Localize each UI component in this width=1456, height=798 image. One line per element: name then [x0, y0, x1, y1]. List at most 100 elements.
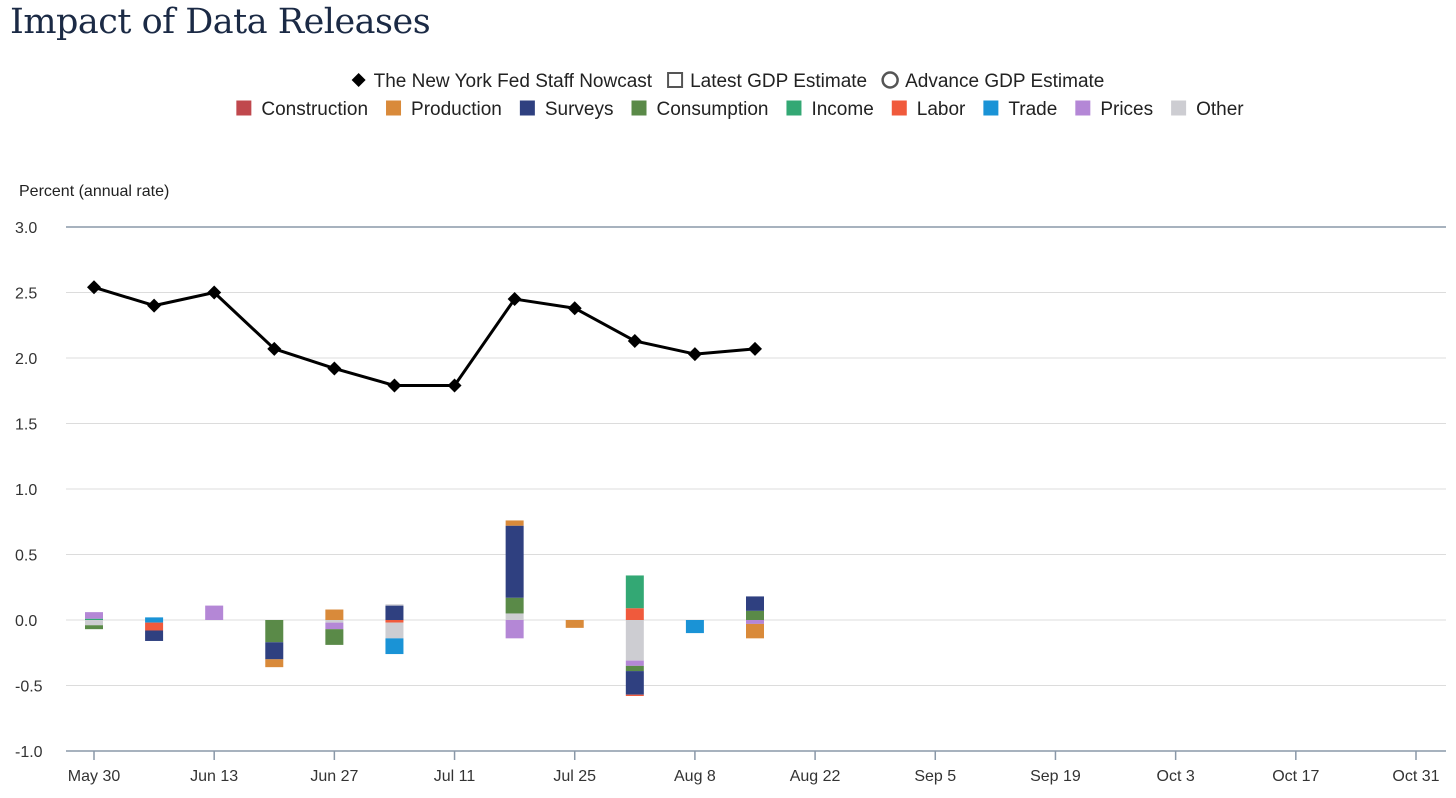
nowcast-point — [447, 378, 462, 393]
x-axis: May 30 Jun 13 Jun 27 Jul 11 Jul 25 Aug 8 Aug 2… — [68, 751, 1440, 785]
x-tick-label: Jul 11 — [434, 768, 476, 785]
bar-segment-consumption — [505, 597, 524, 614]
legend-label-consumption: Consumption — [657, 99, 769, 120]
x-tick-label: Jun 27 — [310, 768, 358, 785]
bar-segment-labor — [625, 608, 644, 620]
bar-segment-trade — [685, 620, 704, 634]
bar-segment-production — [325, 609, 344, 620]
nowcast-point — [207, 285, 222, 300]
bar-segment-other — [505, 613, 524, 620]
y-axis-label: Percent (annual rate) — [19, 183, 169, 200]
y-tick-label: 1.5 — [15, 417, 37, 434]
y-tick-label: -0.5 — [15, 679, 43, 696]
bar-segment-surveys — [145, 630, 164, 641]
nowcast-point — [147, 298, 162, 313]
bar-segment-consumption — [325, 629, 344, 645]
bar-segment-prices — [325, 622, 344, 630]
bar-segment-other — [385, 604, 404, 606]
bar-segment-production — [505, 520, 524, 526]
bar-segment-trade — [385, 638, 404, 655]
nowcast-point — [87, 280, 101, 295]
legend-circle-icon — [881, 71, 899, 89]
legend-label-labor: Labor — [917, 99, 966, 120]
bar-segment-trade — [145, 617, 164, 620]
x-tick-label: May 30 — [68, 768, 121, 785]
bar-segment-production — [746, 623, 764, 639]
legend-swatch-trade — [983, 100, 999, 116]
bar-segment-prices — [85, 612, 103, 619]
nowcast-line — [93, 285, 756, 388]
legend-label-other: Other — [1196, 99, 1244, 120]
bar-segment-production — [265, 659, 284, 668]
nowcast-point — [567, 301, 582, 316]
bar-segment-income — [85, 618, 103, 620]
bar-segment-prices — [505, 620, 524, 639]
legend-label-square-open: Latest GDP Estimate — [690, 71, 867, 92]
nowcast-point — [687, 347, 702, 362]
gridlines — [66, 226, 1446, 752]
bar-segment-prices — [625, 660, 644, 666]
legend: The New York Fed Staff Nowcast Latest GDP… — [236, 71, 1244, 120]
bar-segment-surveys — [746, 596, 764, 611]
x-tick-label: Sep 19 — [1030, 768, 1081, 785]
y-tick-label: -1.0 — [15, 744, 43, 761]
y-axis-ticks: 3.0 2.5 2.0 1.5 1.0 0.5 0.0 -0.5 -1.0 — [15, 220, 43, 761]
bar-segment-surveys — [625, 671, 644, 695]
x-tick-label: Jul 25 — [553, 768, 596, 785]
legend-label-income: Income — [811, 99, 873, 120]
bar-segment-prices — [205, 605, 224, 620]
nowcast-point — [387, 378, 402, 393]
y-tick-label: 2.0 — [15, 351, 37, 368]
legend-swatch-consumption — [631, 100, 647, 116]
nowcast-point — [748, 341, 762, 356]
legend-label-production: Production — [411, 99, 502, 120]
nowcast-point — [507, 292, 522, 307]
y-tick-label: 0.5 — [15, 548, 37, 565]
legend-label-circle-open: Advance GDP Estimate — [905, 71, 1104, 92]
bar-segment-labor — [385, 620, 404, 623]
legend-label-construction: Construction — [261, 99, 368, 120]
legend-swatch-production — [386, 100, 402, 116]
x-tick-label: Sep 5 — [914, 768, 956, 785]
x-tick-label: Oct 17 — [1272, 768, 1319, 785]
y-tick-label: 3.0 — [15, 220, 37, 237]
legend-label-diamond: The New York Fed Staff Nowcast — [374, 71, 653, 92]
y-tick-label: 2.5 — [15, 286, 37, 303]
y-tick-label: 0.0 — [15, 613, 37, 630]
bar-segment-labor — [625, 694, 644, 696]
bar-segment-consumption — [265, 620, 284, 643]
bar-segment-surveys — [505, 525, 524, 598]
bar-segment-other — [625, 620, 644, 661]
x-tick-label: Oct 3 — [1157, 768, 1195, 785]
bar-segment-income — [625, 575, 644, 609]
legend-label-surveys: Surveys — [545, 99, 614, 120]
legend-swatch-prices — [1075, 100, 1091, 116]
x-tick-label: Jun 13 — [190, 768, 238, 785]
legend-swatch-labor — [891, 100, 907, 116]
bar-segment-surveys — [265, 642, 284, 660]
nowcast-point — [627, 333, 642, 348]
x-tick-label: Oct 31 — [1392, 768, 1439, 785]
bar-segment-labor — [145, 622, 164, 631]
legend-swatch-other — [1171, 100, 1187, 116]
legend-label-prices: Prices — [1100, 99, 1153, 120]
chart-title: Impact of Data Releases — [10, 2, 431, 42]
legend-swatch-surveys — [519, 100, 535, 116]
bar-series — [85, 520, 764, 696]
bar-segment-prices — [746, 620, 764, 624]
x-tick-label: Aug 8 — [674, 768, 716, 785]
bar-segment-other — [325, 620, 344, 623]
nowcast-point — [267, 341, 282, 356]
bar-segment-other — [385, 622, 404, 639]
bar-segment-consumption — [85, 625, 103, 630]
bar-segment-consumption — [625, 665, 644, 672]
bar-segment-other — [85, 620, 103, 626]
legend-label-trade: Trade — [1008, 99, 1057, 120]
bar-segment-production — [565, 620, 584, 628]
bar-segment-surveys — [385, 605, 404, 620]
legend-square-icon — [667, 72, 684, 88]
bar-segment-trade — [145, 620, 164, 623]
nowcast-series — [87, 280, 762, 393]
y-tick-label: 1.0 — [15, 482, 37, 499]
x-tick-label: Aug 22 — [790, 768, 841, 785]
